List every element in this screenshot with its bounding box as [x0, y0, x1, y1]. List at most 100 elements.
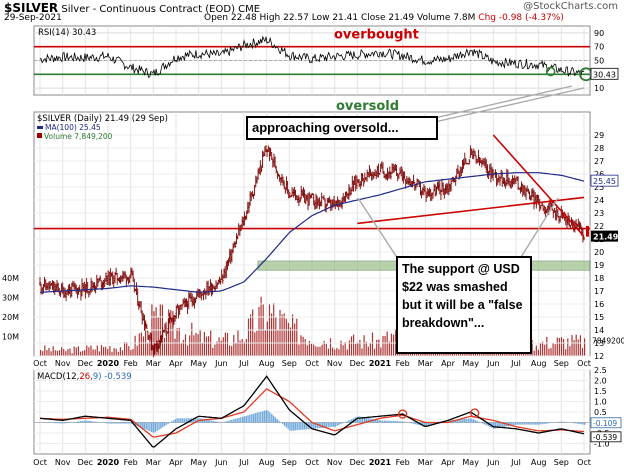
macd-histogram-bar	[522, 422, 524, 425]
macd-histogram-bar	[485, 422, 488, 426]
macd-histogram-bar	[462, 419, 464, 423]
volume-bar	[103, 347, 105, 356]
volume-bar	[300, 335, 302, 356]
macd-histogram-bar	[387, 420, 389, 423]
macd-histogram-bar	[218, 421, 220, 423]
price-tick-label: 28	[594, 144, 604, 153]
macd-histogram-bar	[207, 419, 209, 423]
macd-histogram-bar	[558, 421, 560, 423]
macd-histogram-bar	[85, 420, 87, 423]
x-axis-label: Mar	[146, 458, 162, 467]
macd-histogram-bar	[336, 422, 338, 426]
ma-legend-swatch	[37, 126, 43, 129]
macd-histogram-bar	[249, 414, 251, 423]
macd-histogram-bar	[89, 420, 91, 423]
macd-histogram-bar	[147, 422, 149, 431]
volume-bar	[348, 340, 350, 356]
volume-bar	[113, 348, 115, 356]
ohlc-stats: Open 22.48 High 22.57 Low 21.41 Close 21…	[204, 13, 564, 23]
volume-bar	[130, 350, 132, 356]
volume-bar	[174, 338, 176, 356]
volume-bar	[539, 342, 542, 356]
macd-histogram-bar	[105, 422, 107, 424]
macd-histogram-bar	[473, 419, 475, 423]
macd-histogram-bar	[398, 421, 400, 423]
macd-histogram-bar	[327, 422, 329, 428]
volume-bar	[109, 346, 111, 356]
macd-histogram-bar	[63, 422, 66, 424]
volume-bar	[44, 345, 46, 356]
macd-histogram-bar	[323, 422, 326, 428]
approaching-callout: approaching oversold...	[246, 116, 438, 140]
x-axis-label: 2020	[97, 359, 120, 368]
volume-bar	[250, 314, 252, 356]
macd-histogram-bar	[242, 416, 244, 423]
macd-histogram-bar	[145, 422, 147, 430]
volume-bar	[65, 351, 67, 356]
open-value: Open 22.48	[204, 13, 257, 23]
volume-bar	[569, 346, 571, 356]
x-axis-label: Feb	[124, 458, 138, 467]
macd-histogram-bar	[474, 420, 477, 423]
macd-histogram-bar	[178, 418, 180, 423]
macd-tick-label: 1.5	[594, 387, 607, 396]
macd-histogram-bar	[205, 419, 207, 423]
callout-pointer	[357, 197, 401, 263]
macd-histogram-bar	[256, 412, 258, 423]
macd-histogram-bar	[216, 421, 218, 423]
macd-histogram-bar	[154, 422, 156, 433]
x-axis-label: Aug	[531, 458, 547, 467]
macd-histogram-bar	[225, 421, 227, 423]
volume-bar	[178, 327, 180, 356]
macd-histogram-bar	[181, 418, 184, 423]
macd-histogram-bar	[349, 419, 351, 423]
macd-histogram-bar	[172, 420, 175, 423]
macd-hist-last-label: -0.109	[593, 419, 617, 428]
volume-bar	[363, 335, 365, 356]
volume-bar	[306, 345, 308, 356]
volume-bar	[533, 350, 535, 356]
volume-bar	[84, 350, 86, 356]
macd-histogram-bar	[544, 422, 546, 424]
macd-histogram-bar	[334, 422, 337, 427]
volume-bar	[294, 323, 296, 356]
macd-histogram-bar	[245, 415, 247, 423]
x-axis-label: Jul	[238, 359, 249, 368]
volume-bar	[304, 339, 306, 356]
macd-histogram-bar	[367, 418, 369, 423]
macd-histogram-bar	[531, 422, 533, 425]
x-axis-label: 2021	[369, 359, 392, 368]
volume-bar	[285, 318, 287, 356]
volume-bar	[75, 347, 77, 356]
macd-histogram-bar	[61, 422, 64, 424]
x-axis-label: Mar	[418, 359, 434, 368]
volume-bar	[145, 320, 147, 356]
x-axis-label: Sep	[554, 359, 569, 368]
macd-histogram-bar	[232, 419, 235, 423]
macd-histogram-bar	[274, 417, 277, 423]
volume-bar	[94, 349, 96, 356]
volume-bar	[239, 340, 241, 356]
volume-bar	[357, 342, 359, 356]
volume-bar	[77, 346, 79, 356]
macd-histogram-bar	[282, 422, 284, 425]
macd-histogram-bar	[374, 419, 377, 423]
macd-histogram-bar	[429, 422, 431, 426]
macd-histogram-bar	[174, 419, 176, 423]
price-tick-label: 18	[594, 274, 604, 283]
x-axis-label: Jul	[510, 458, 521, 467]
macd-histogram-bar	[298, 422, 300, 431]
x-axis-label: Oct	[305, 359, 319, 368]
volume-bar	[548, 348, 550, 356]
macd-histogram-bar	[118, 422, 120, 424]
macd-tick-label: -1.0	[594, 440, 610, 449]
callout-pointer	[425, 85, 573, 121]
volume-value: Volume 7.8M	[417, 13, 476, 23]
volume-bar	[71, 353, 73, 356]
macd-histogram-bar	[584, 422, 586, 425]
macd-histogram-bar	[520, 422, 522, 425]
macd-histogram-bar	[478, 421, 480, 423]
macd-histogram-bar	[580, 422, 582, 425]
